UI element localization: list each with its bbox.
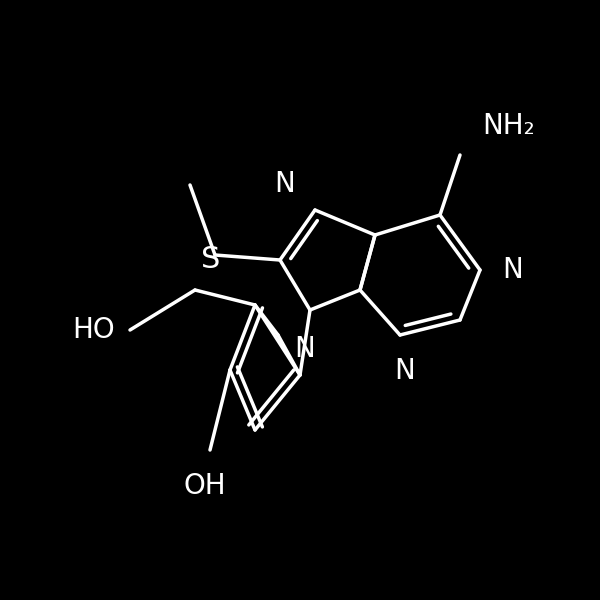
Text: OH: OH <box>184 472 226 500</box>
Text: N: N <box>274 170 295 198</box>
Text: HO: HO <box>73 316 115 344</box>
Text: N: N <box>295 335 316 363</box>
Text: NH₂: NH₂ <box>482 112 535 140</box>
Text: N: N <box>502 256 523 284</box>
Text: N: N <box>395 357 415 385</box>
Text: S: S <box>202 245 221 275</box>
